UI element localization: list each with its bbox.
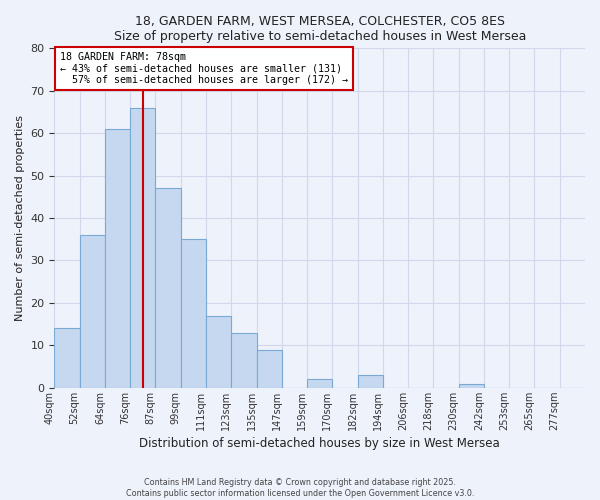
Bar bbox=[307, 380, 332, 388]
Y-axis label: Number of semi-detached properties: Number of semi-detached properties bbox=[15, 115, 25, 321]
Bar bbox=[181, 240, 206, 388]
Text: 18 GARDEN FARM: 78sqm
← 43% of semi-detached houses are smaller (131)
  57% of s: 18 GARDEN FARM: 78sqm ← 43% of semi-deta… bbox=[60, 52, 348, 85]
X-axis label: Distribution of semi-detached houses by size in West Mersea: Distribution of semi-detached houses by … bbox=[139, 437, 500, 450]
Bar bbox=[358, 375, 383, 388]
Title: 18, GARDEN FARM, WEST MERSEA, COLCHESTER, CO5 8ES
Size of property relative to s: 18, GARDEN FARM, WEST MERSEA, COLCHESTER… bbox=[113, 15, 526, 43]
Bar bbox=[458, 384, 484, 388]
Bar bbox=[257, 350, 282, 388]
Bar bbox=[155, 188, 181, 388]
Bar bbox=[105, 129, 130, 388]
Bar bbox=[130, 108, 155, 388]
Text: Contains HM Land Registry data © Crown copyright and database right 2025.
Contai: Contains HM Land Registry data © Crown c… bbox=[126, 478, 474, 498]
Bar bbox=[80, 235, 105, 388]
Bar bbox=[231, 332, 257, 388]
Bar bbox=[55, 328, 80, 388]
Bar bbox=[206, 316, 231, 388]
